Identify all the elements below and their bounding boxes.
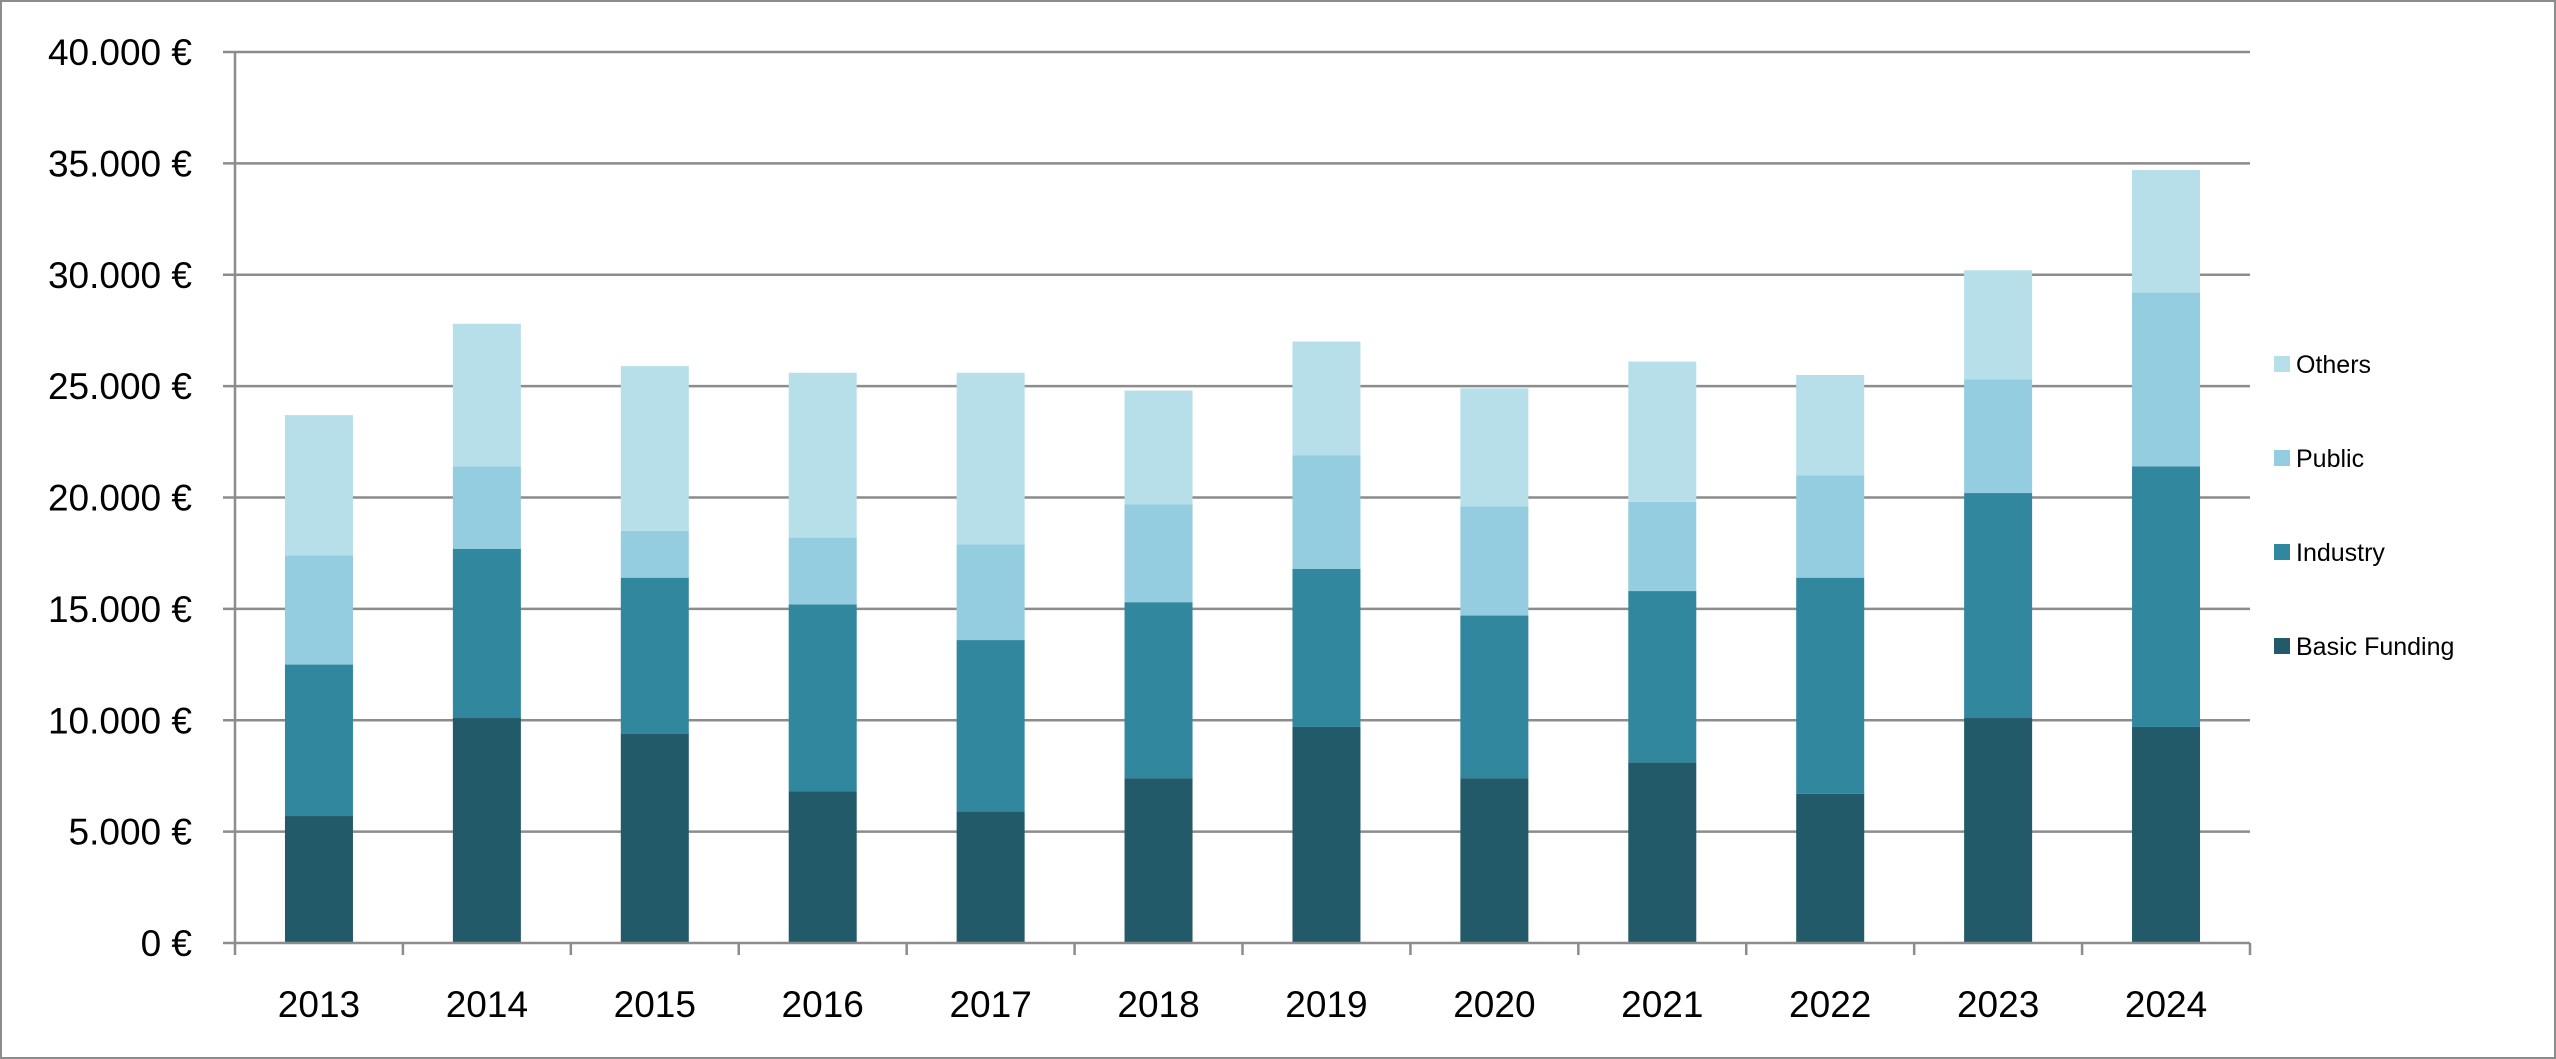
bar-public-2022 xyxy=(1796,475,1865,578)
bar-basic-funding-2022 xyxy=(1796,793,1865,943)
x-tick-label: 2014 xyxy=(446,984,528,1025)
bar-industry-2023 xyxy=(1964,493,2033,719)
legend-swatch-industry xyxy=(2274,544,2290,560)
bar-basic-funding-2018 xyxy=(1124,778,1193,943)
x-tick-label: 2021 xyxy=(1621,984,1703,1025)
x-tick-label: 2013 xyxy=(278,984,360,1025)
x-tick-label: 2024 xyxy=(2125,984,2207,1025)
bar-others-2023 xyxy=(1964,270,2033,380)
bar-industry-2018 xyxy=(1124,602,1193,779)
bar-basic-funding-2020 xyxy=(1460,778,1529,943)
bar-others-2013 xyxy=(284,415,353,556)
y-tick-label: 25.000 € xyxy=(48,366,192,407)
bar-others-2017 xyxy=(956,372,1025,545)
bar-industry-2021 xyxy=(1628,591,1697,763)
x-tick-label: 2018 xyxy=(1117,984,1199,1025)
bar-others-2024 xyxy=(2132,170,2201,293)
y-tick-label: 10.000 € xyxy=(48,700,192,741)
bar-industry-2020 xyxy=(1460,615,1529,779)
x-tick-label: 2015 xyxy=(614,984,696,1025)
bar-public-2023 xyxy=(1964,379,2033,494)
bar-basic-funding-2017 xyxy=(956,811,1025,943)
x-tick-label: 2016 xyxy=(782,984,864,1025)
bar-others-2021 xyxy=(1628,361,1697,502)
bar-industry-2015 xyxy=(620,577,689,734)
bar-public-2016 xyxy=(788,537,857,605)
y-tick-label: 35.000 € xyxy=(48,143,192,184)
bar-public-2015 xyxy=(620,530,689,578)
bar-others-2015 xyxy=(620,366,689,531)
bar-industry-2019 xyxy=(1292,568,1361,727)
y-tick-label: 20.000 € xyxy=(48,478,192,519)
bar-basic-funding-2013 xyxy=(284,816,353,943)
bar-others-2020 xyxy=(1460,388,1529,507)
bar-others-2014 xyxy=(452,323,521,467)
bar-others-2022 xyxy=(1796,374,1865,476)
legend-swatch-public xyxy=(2274,450,2290,466)
bar-basic-funding-2014 xyxy=(452,718,521,943)
y-tick-label: 15.000 € xyxy=(48,589,192,630)
bar-basic-funding-2016 xyxy=(788,791,857,943)
bar-public-2020 xyxy=(1460,506,1529,616)
bar-industry-2024 xyxy=(2132,466,2201,727)
legend-label-basic-funding: Basic Funding xyxy=(2296,633,2454,661)
bar-basic-funding-2019 xyxy=(1292,726,1361,943)
bar-industry-2017 xyxy=(956,640,1025,812)
bar-public-2018 xyxy=(1124,504,1193,603)
bar-industry-2022 xyxy=(1796,577,1865,794)
y-tick-label: 40.000 € xyxy=(48,32,192,73)
bar-industry-2014 xyxy=(452,548,521,719)
x-tick-label: 2022 xyxy=(1789,984,1871,1025)
bar-public-2021 xyxy=(1628,501,1697,592)
legend-label-public: Public xyxy=(2296,445,2364,473)
legend-label-others: Others xyxy=(2296,351,2371,379)
y-tick-label: 5.000 € xyxy=(69,812,193,853)
x-tick-label: 2020 xyxy=(1453,984,1535,1025)
x-tick-label: 2017 xyxy=(949,984,1031,1025)
bar-industry-2013 xyxy=(284,664,353,817)
x-tick-label: 2019 xyxy=(1285,984,1367,1025)
bar-others-2018 xyxy=(1124,390,1193,505)
bar-basic-funding-2024 xyxy=(2132,726,2201,943)
bar-industry-2016 xyxy=(788,604,857,792)
bar-basic-funding-2023 xyxy=(1964,718,2033,943)
bar-public-2017 xyxy=(956,544,1025,641)
bar-public-2013 xyxy=(284,555,353,665)
bar-public-2019 xyxy=(1292,455,1361,569)
bar-public-2024 xyxy=(2132,292,2201,467)
bar-basic-funding-2015 xyxy=(620,733,689,943)
bar-public-2014 xyxy=(452,466,521,549)
legend-label-industry: Industry xyxy=(2296,539,2385,567)
bar-others-2016 xyxy=(788,372,857,538)
y-tick-label: 0 € xyxy=(141,923,193,964)
bar-basic-funding-2021 xyxy=(1628,762,1697,943)
legend-swatch-basic-funding xyxy=(2274,638,2290,654)
y-tick-label: 30.000 € xyxy=(48,255,192,296)
bar-others-2019 xyxy=(1292,341,1361,456)
legend-swatch-others xyxy=(2274,356,2290,372)
x-tick-label: 2023 xyxy=(1957,984,2039,1025)
